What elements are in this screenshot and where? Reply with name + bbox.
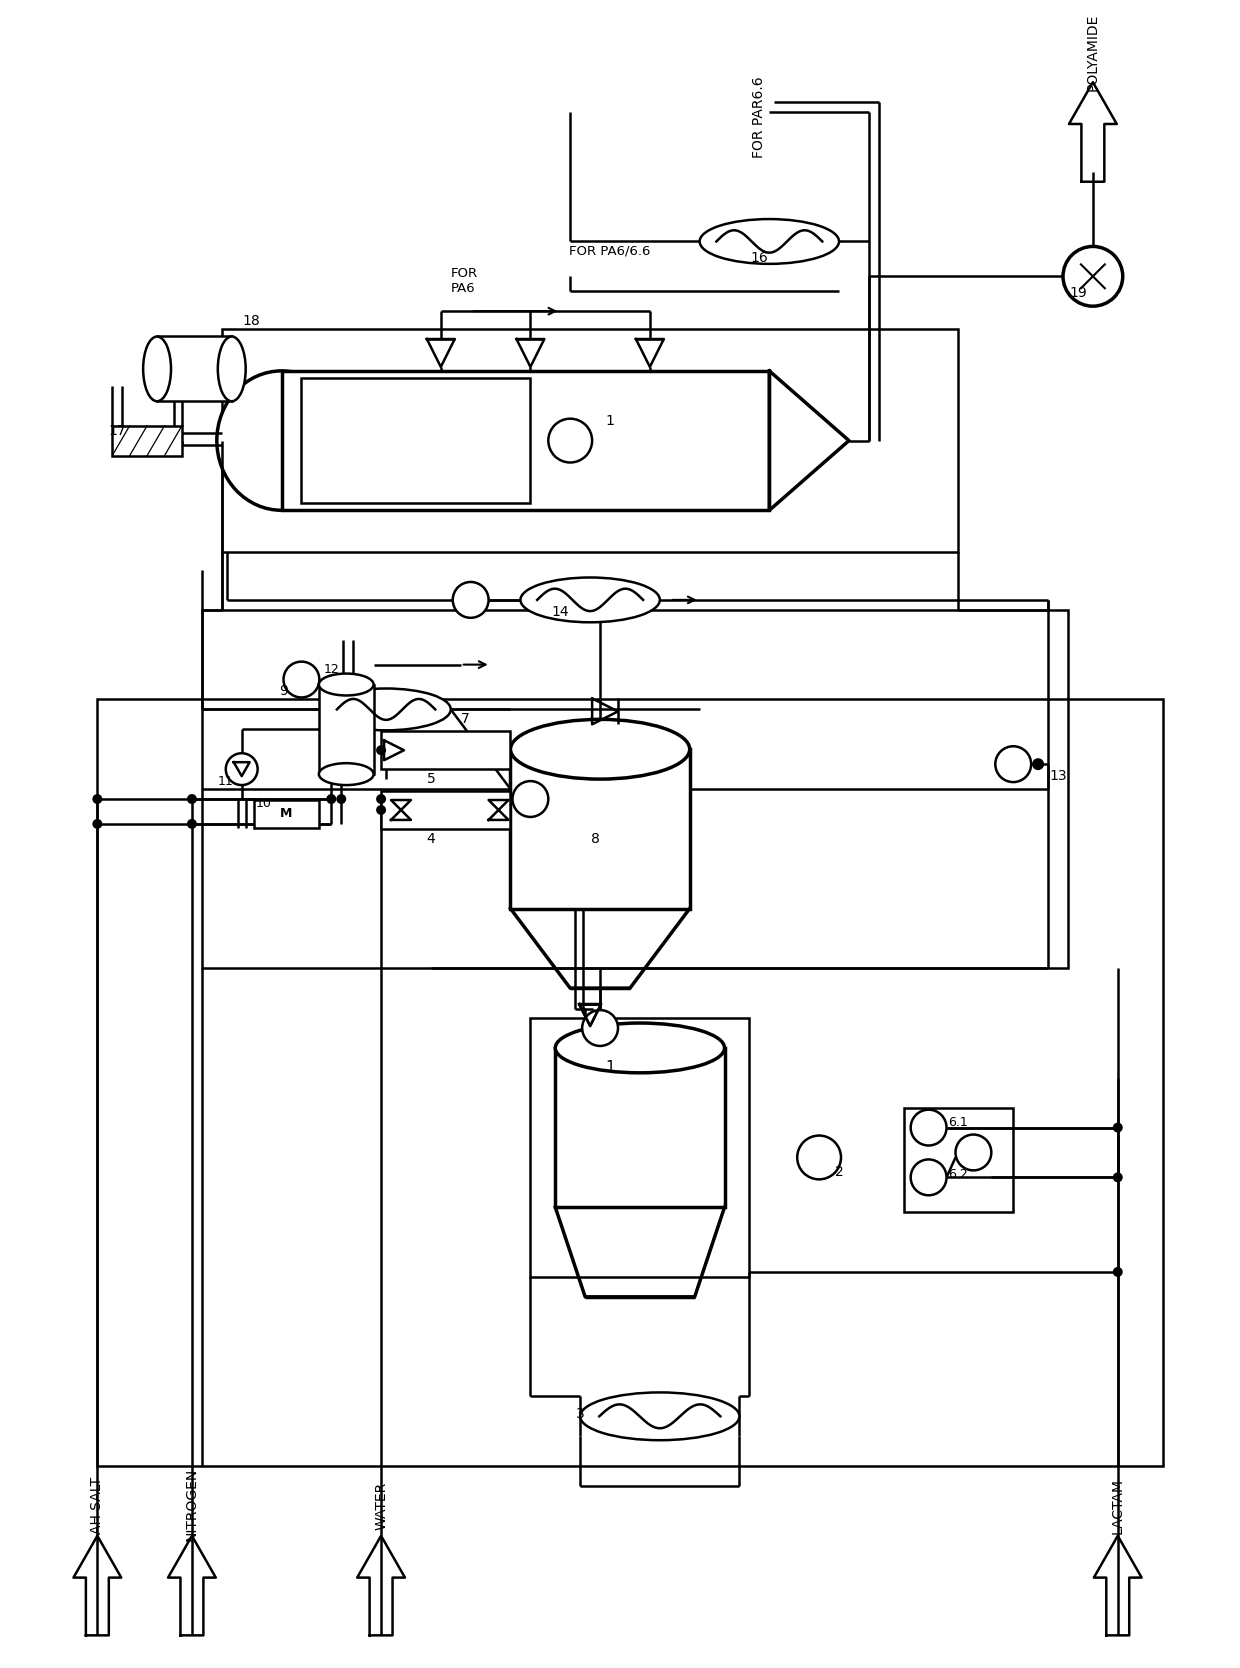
Ellipse shape [580, 1393, 739, 1439]
Circle shape [226, 754, 258, 786]
Circle shape [92, 794, 103, 804]
Text: 16: 16 [750, 252, 769, 265]
Text: 1: 1 [605, 1061, 615, 1076]
Bar [511, 749, 689, 909]
Circle shape [548, 419, 593, 462]
Circle shape [1032, 759, 1044, 771]
Text: 18: 18 [243, 314, 260, 329]
Bar [254, 801, 319, 827]
Text: POLYAMIDE: POLYAMIDE [1086, 13, 1100, 92]
Text: 12: 12 [324, 664, 340, 676]
Text: 4: 4 [427, 832, 435, 846]
Text: 6.2: 6.2 [949, 1168, 968, 1181]
Circle shape [284, 662, 320, 697]
Circle shape [582, 1011, 618, 1046]
Text: 9: 9 [279, 684, 288, 699]
Bar [381, 731, 511, 769]
Bar [157, 335, 232, 400]
Circle shape [1112, 1173, 1122, 1183]
Text: 2: 2 [835, 1166, 843, 1179]
Text: 7: 7 [461, 712, 470, 726]
Circle shape [956, 1134, 991, 1171]
Ellipse shape [521, 577, 660, 622]
Bar [320, 684, 374, 774]
Ellipse shape [218, 337, 246, 402]
Circle shape [336, 794, 346, 804]
Text: 8: 8 [590, 832, 600, 846]
Circle shape [1112, 1123, 1122, 1133]
Text: NITROGEN: NITROGEN [185, 1468, 198, 1541]
Text: 5: 5 [427, 772, 435, 786]
Text: 1: 1 [605, 414, 615, 427]
Text: 3: 3 [575, 1408, 584, 1421]
Text: 13: 13 [1049, 769, 1066, 782]
Bar [531, 1017, 749, 1278]
Bar [202, 610, 1068, 969]
Circle shape [376, 806, 386, 816]
Text: FOR PA6/6.6: FOR PA6/6.6 [569, 245, 651, 259]
Text: LACTAM: LACTAM [1111, 1478, 1125, 1535]
Circle shape [1063, 247, 1122, 307]
Circle shape [1112, 1268, 1122, 1278]
Circle shape [376, 746, 386, 756]
Circle shape [797, 1136, 841, 1179]
Circle shape [92, 819, 103, 829]
Circle shape [910, 1159, 946, 1196]
Bar [556, 1048, 724, 1208]
Text: 19: 19 [1069, 287, 1086, 300]
Text: 11: 11 [218, 774, 233, 787]
Circle shape [453, 582, 489, 617]
Bar [381, 791, 511, 829]
Text: FOR
PA6: FOR PA6 [451, 267, 477, 295]
Circle shape [326, 794, 336, 804]
Ellipse shape [143, 337, 171, 402]
Circle shape [996, 746, 1032, 782]
Ellipse shape [556, 1022, 724, 1073]
Text: WATER: WATER [374, 1481, 388, 1530]
Ellipse shape [321, 689, 451, 731]
Text: M: M [280, 807, 293, 821]
Circle shape [187, 794, 197, 804]
Ellipse shape [319, 764, 373, 786]
Circle shape [910, 1109, 946, 1146]
Bar [281, 370, 769, 510]
Circle shape [187, 819, 197, 829]
Ellipse shape [217, 370, 346, 510]
Bar [113, 425, 182, 455]
Bar [222, 329, 959, 552]
Bar [301, 379, 531, 504]
Ellipse shape [699, 219, 839, 264]
Text: FOR PAR6.6: FOR PAR6.6 [753, 77, 766, 158]
Circle shape [376, 794, 386, 804]
Bar [98, 699, 1163, 1466]
Ellipse shape [511, 719, 689, 779]
Text: 10: 10 [255, 797, 272, 809]
Bar [904, 1108, 1013, 1213]
Text: 17: 17 [108, 424, 126, 437]
Text: 6.1: 6.1 [949, 1116, 968, 1129]
Circle shape [512, 781, 548, 817]
Ellipse shape [319, 674, 373, 696]
Text: 14: 14 [552, 605, 569, 619]
Text: AH SALT: AH SALT [91, 1478, 104, 1535]
